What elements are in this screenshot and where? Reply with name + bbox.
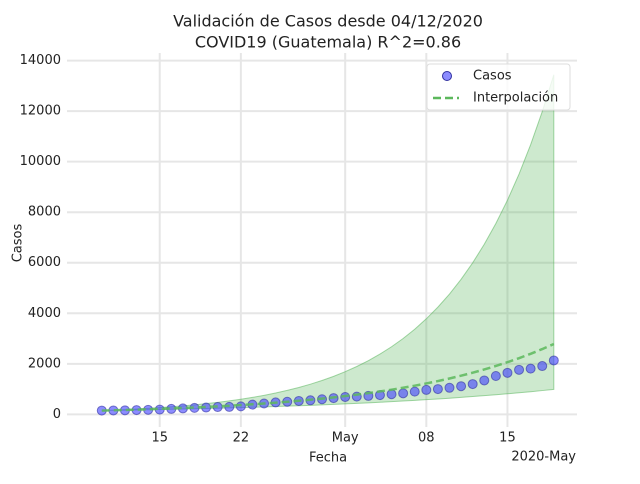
data-point bbox=[467, 379, 478, 390]
y-tick-label: 4000 bbox=[28, 306, 61, 321]
confidence-band bbox=[101, 74, 555, 412]
legend-box bbox=[426, 63, 571, 111]
data-point bbox=[502, 367, 513, 378]
data-point bbox=[421, 384, 432, 395]
data-point bbox=[456, 381, 467, 392]
data-point bbox=[548, 355, 559, 366]
data-point bbox=[386, 389, 397, 400]
y-tick-label: 6000 bbox=[28, 255, 61, 270]
x-tick-label: 22 bbox=[233, 431, 250, 446]
x-tick-label: 15 bbox=[499, 431, 516, 446]
data-point bbox=[490, 371, 501, 382]
data-point bbox=[514, 364, 525, 375]
x-tick-label: 08 bbox=[418, 431, 435, 446]
y-axis-label: Casos bbox=[11, 224, 26, 263]
data-point bbox=[409, 386, 420, 397]
y-tick-label: 0 bbox=[53, 407, 61, 422]
data-point bbox=[537, 361, 548, 372]
y-tick-label: 14000 bbox=[20, 53, 61, 68]
chart-subtitle: COVID19 (Guatemala) R^2=0.86 bbox=[195, 33, 461, 52]
legend-marker bbox=[442, 71, 452, 81]
x-tick-label: May bbox=[332, 431, 359, 446]
x-offset-label: 2020-May bbox=[511, 450, 576, 465]
legend-label: Casos bbox=[473, 69, 512, 84]
legend-label: Interpolación bbox=[473, 91, 558, 106]
data-point bbox=[525, 363, 536, 374]
y-tick-label: 8000 bbox=[28, 205, 61, 220]
data-point bbox=[444, 382, 455, 393]
data-point bbox=[432, 384, 443, 395]
fit-line bbox=[101, 342, 555, 412]
x-axis-label: Fecha bbox=[309, 451, 347, 466]
chart-title: Validación de Casos desde 04/12/2020 bbox=[173, 12, 483, 31]
data-point bbox=[479, 375, 490, 386]
data-point bbox=[398, 388, 409, 399]
y-tick-label: 2000 bbox=[28, 356, 61, 371]
x-tick-label: 15 bbox=[151, 431, 168, 446]
y-tick-label: 10000 bbox=[20, 154, 61, 169]
y-tick-label: 12000 bbox=[20, 104, 61, 119]
